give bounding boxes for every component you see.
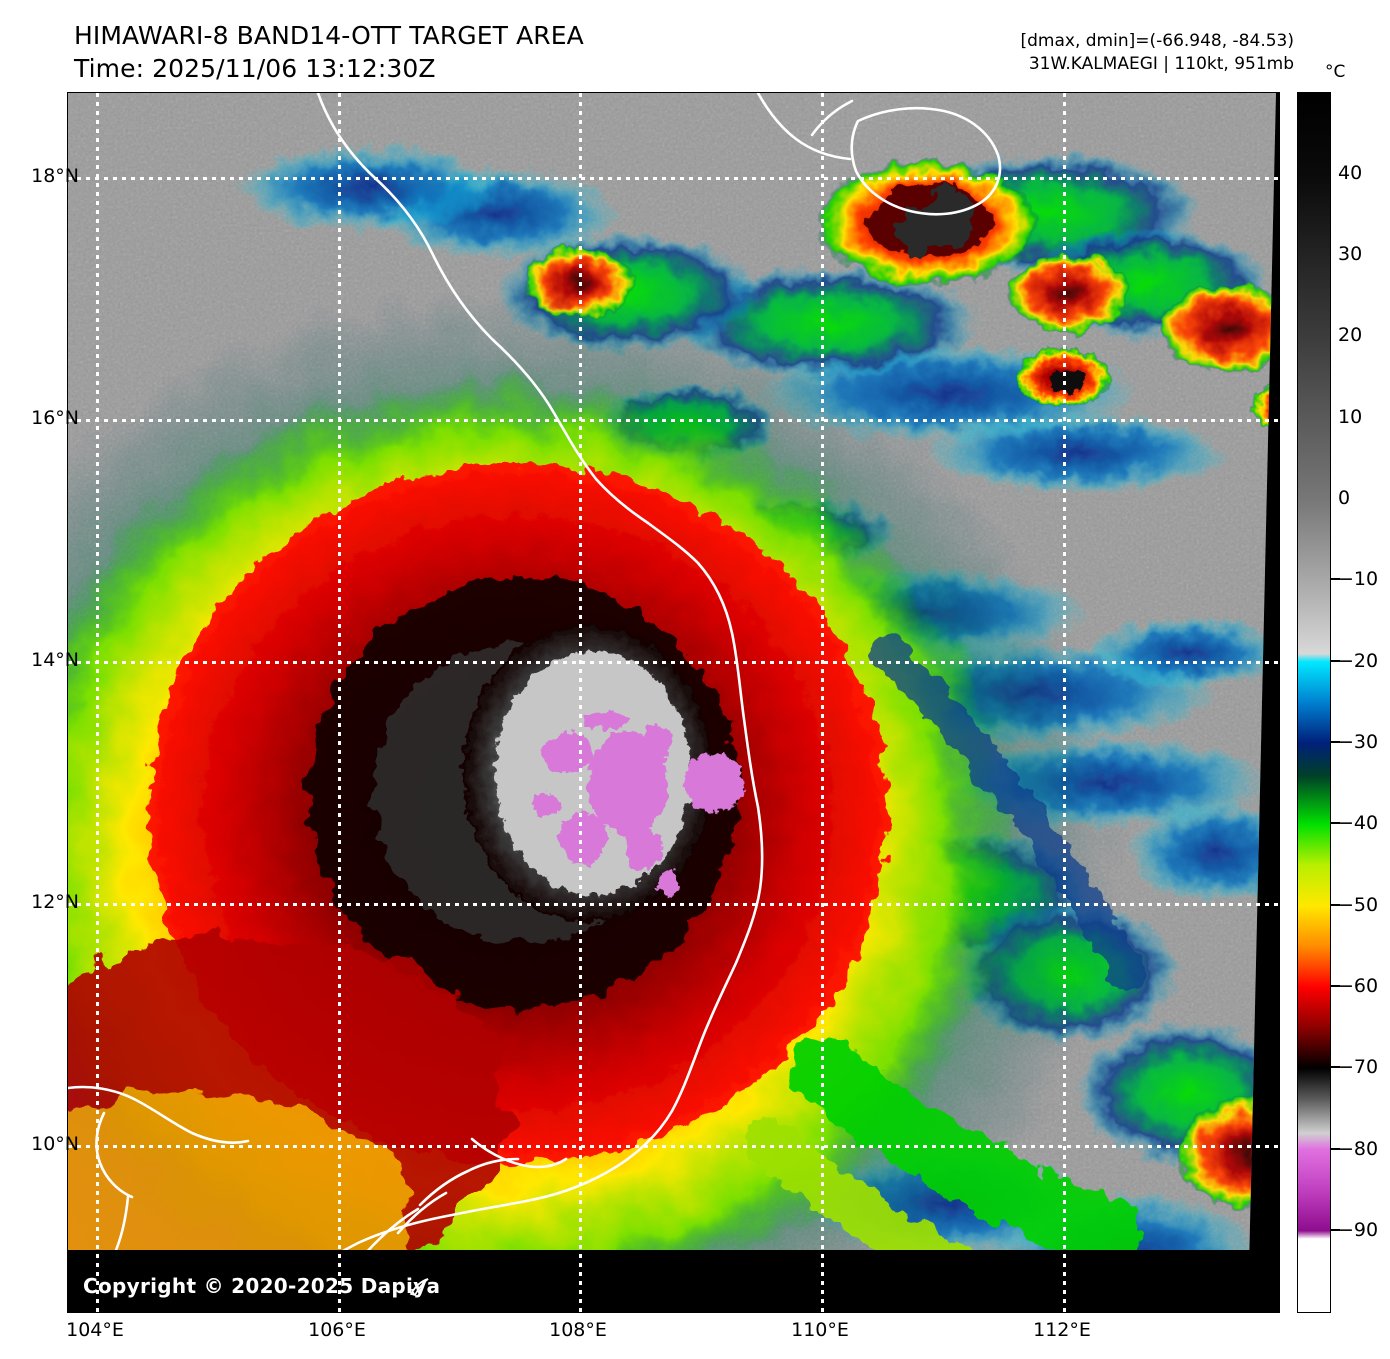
cbtickmark-n70 — [1331, 1066, 1340, 1068]
cbtick-n80: −80 — [1338, 1138, 1379, 1160]
xtick-112E: 112°E — [1033, 1319, 1091, 1341]
metadata-block: [dmax, dmin]=(-66.948, -84.53) 31W.KALMA… — [1021, 30, 1295, 77]
cbtick--10: 10 — [1338, 406, 1363, 428]
cbtick-n90: −90 — [1338, 1219, 1379, 1241]
xtick-108E: 108°E — [549, 1319, 607, 1341]
page-title: HIMAWARI-8 BAND14-OTT TARGET AREA — [74, 21, 584, 50]
cbtickmark-n20 — [1331, 660, 1340, 662]
xtick-106E: 106°E — [308, 1319, 366, 1341]
cbtick-n10: −10 — [1338, 568, 1379, 590]
cbtick-n50: −50 — [1338, 894, 1379, 916]
cbtick--40: 40 — [1338, 162, 1363, 184]
title-block: HIMAWARI-8 BAND14-OTT TARGET AREA Time: … — [74, 20, 584, 85]
cbtickmark-n60 — [1331, 985, 1340, 987]
timestamp-label: Time: 2025/11/06 13:12:30Z — [74, 53, 436, 83]
satellite-imagery — [68, 93, 1279, 1312]
cbtick--20: 20 — [1338, 324, 1363, 346]
cbtickmark-n40 — [1331, 822, 1340, 824]
cbtickmark-n30 — [1331, 741, 1340, 743]
cbtick-0: 0 — [1338, 487, 1351, 509]
ytick-10N: 10°N — [31, 1133, 79, 1155]
cbtick-n70: −70 — [1338, 1056, 1379, 1078]
cbtick--30: 30 — [1338, 243, 1363, 265]
cbtick-n40: −40 — [1338, 812, 1379, 834]
cbtickmark-n80 — [1331, 1148, 1340, 1150]
ytick-12N: 12°N — [31, 891, 79, 913]
cbtickmark-n10 — [1331, 578, 1340, 580]
ytick-16N: 16°N — [31, 407, 79, 429]
temperature-colorbar[interactable] — [1297, 92, 1331, 1313]
storm-info-label: 31W.KALMAEGI | 110kt, 951mb — [1028, 54, 1294, 75]
cbtick-n20: −20 — [1338, 650, 1379, 672]
xtick-110E: 110°E — [791, 1319, 849, 1341]
colorbar-unit-label: °C — [1325, 62, 1346, 82]
cbtickmark-n50 — [1331, 904, 1340, 906]
ytick-18N: 18°N — [31, 165, 79, 187]
xtick-104E: 104°E — [66, 1319, 124, 1341]
cbtick-n30: −30 — [1338, 731, 1379, 753]
ytick-14N: 14°N — [31, 649, 79, 671]
satellite-plot-area[interactable]: Copyright © 2020-2025 Dapiya — [67, 92, 1280, 1313]
cbtick-n60: −60 — [1338, 975, 1379, 997]
dmax-dmin-label: [dmax, dmin]=(-66.948, -84.53) — [1020, 31, 1295, 51]
dapiya-logo-icon — [409, 1278, 429, 1296]
copyright-label: Copyright © 2020-2025 Dapiya — [83, 1274, 441, 1298]
cbtickmark-n90 — [1331, 1229, 1340, 1231]
ir-brightness-temperature-raster — [68, 93, 1279, 1312]
colorbar-gradient — [1298, 93, 1330, 1312]
